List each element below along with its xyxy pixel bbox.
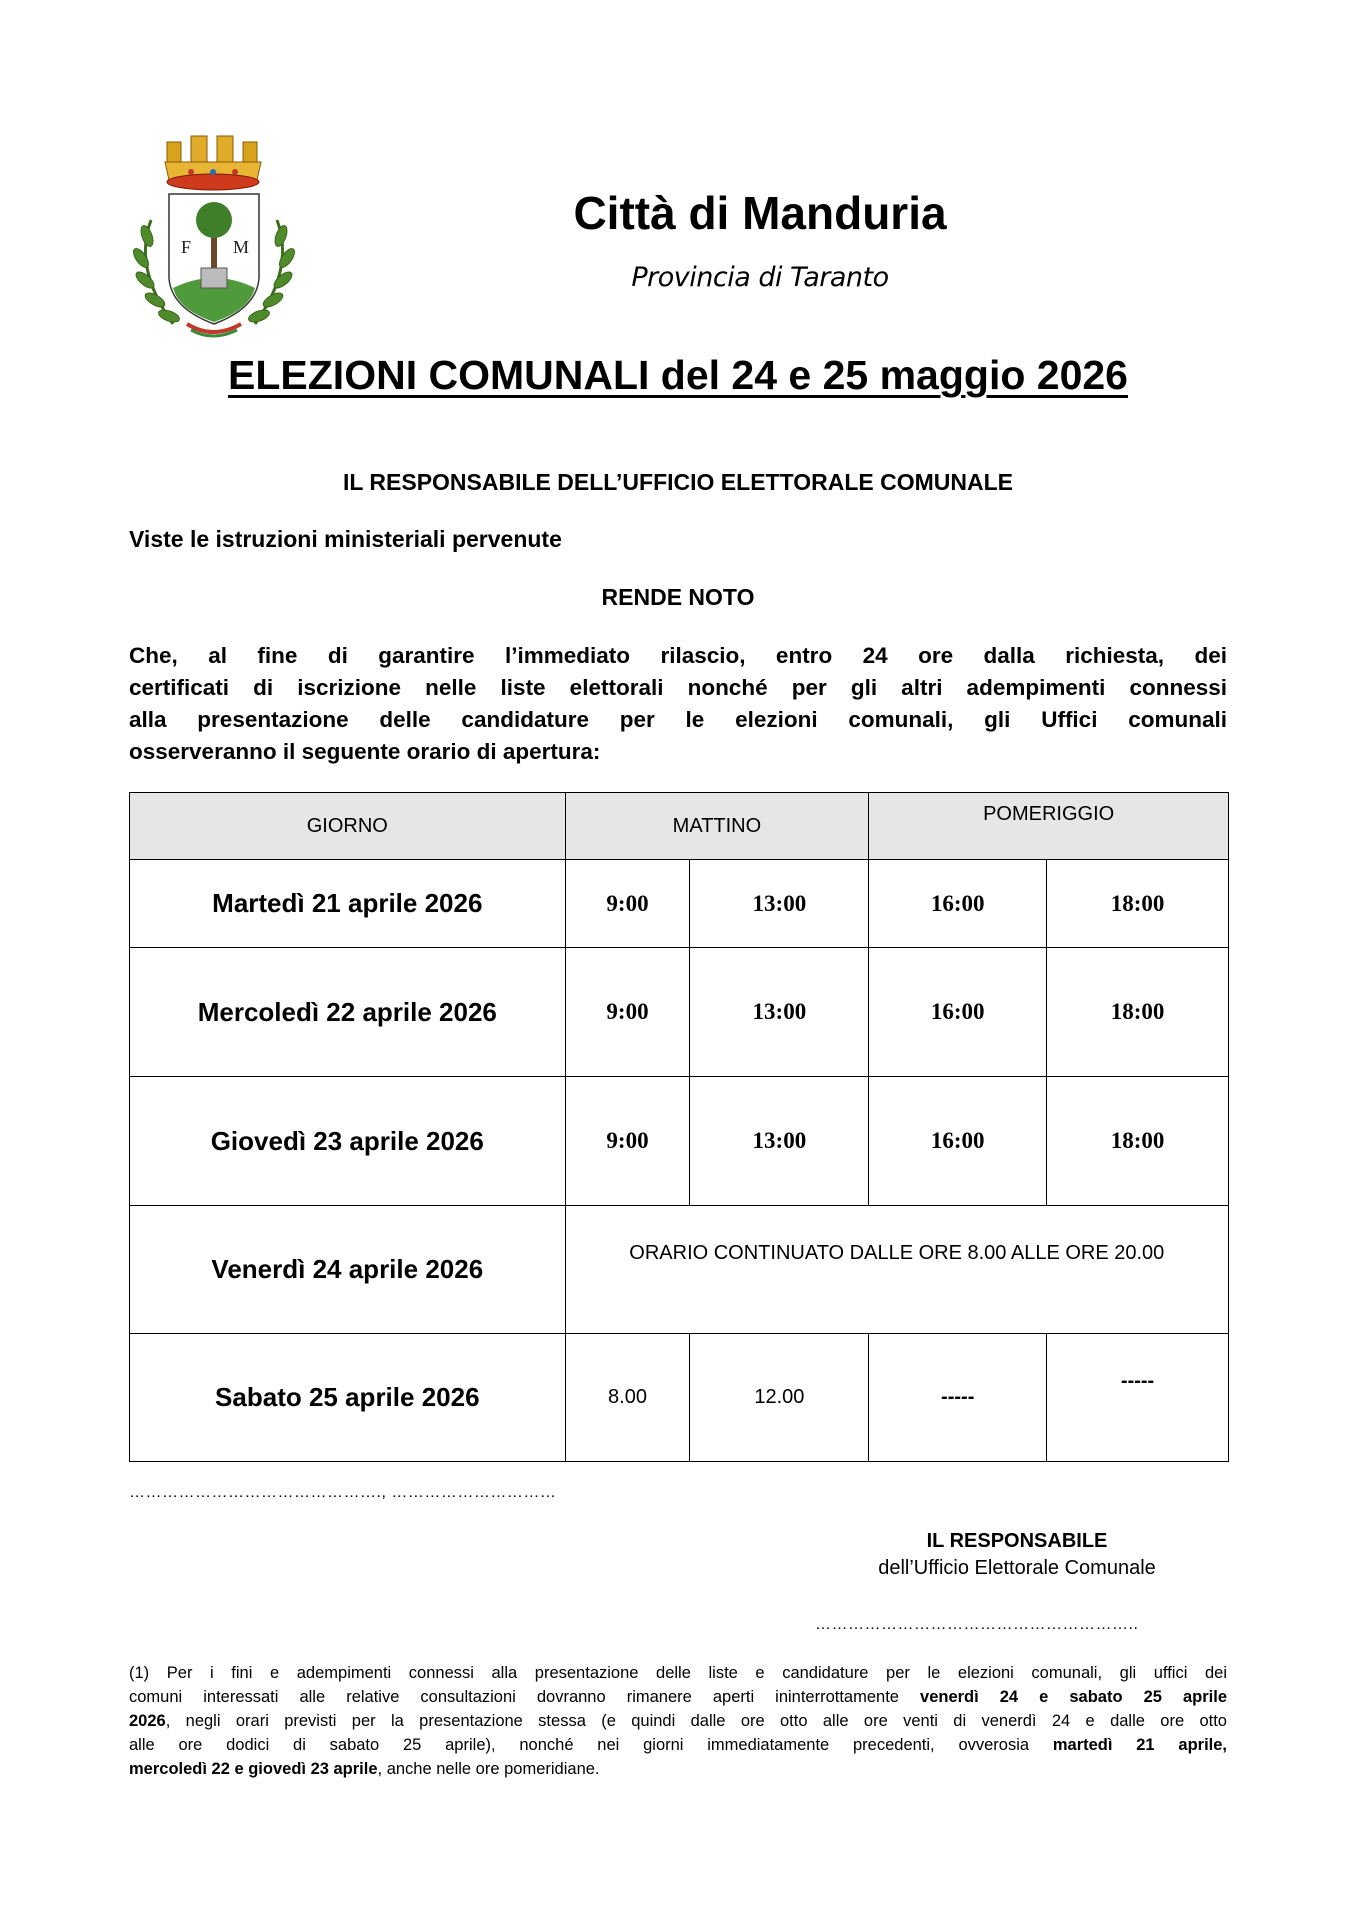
laurel-wreath-icon <box>133 219 295 325</box>
signature-office: dell’Ufficio Elettorale Comunale <box>878 1557 1156 1579</box>
footnote-line: (1) Per i fini e adempimenti connessi al… <box>129 1661 1227 1685</box>
footnote-line: alle ore dodici di sabato 25 aprile), no… <box>129 1733 1227 1757</box>
body-line: Che, al fine di garantire l’immediato ri… <box>129 643 1227 668</box>
page-title-text: ELEZIONI COMUNALI del 24 e 25 maggio 202… <box>228 352 1128 398</box>
body-line: alla presentazione delle candidature per… <box>129 707 1227 732</box>
body-line: certificati di iscrizione nelle liste el… <box>129 675 1227 700</box>
time-cell: 16:00 <box>868 1076 1048 1206</box>
time-cell: 13:00 <box>689 1076 870 1206</box>
header-afternoon: POMERIGGIO <box>868 792 1229 860</box>
day-cell: Sabato 25 aprile 2026 <box>129 1333 566 1462</box>
table-header-row: GIORNO MATTINO POMERIGGIO <box>129 792 1229 860</box>
footnote-text: comuni interessati alle relative consult… <box>129 1688 921 1706</box>
footnote: (1) Per i fini e adempimenti connessi al… <box>129 1661 1227 1781</box>
header-day: GIORNO <box>129 792 566 860</box>
time-cell: 18:00 <box>1046 947 1229 1077</box>
day-cell: Venerdì 24 aprile 2026 <box>129 1205 566 1334</box>
time-cell: 16:00 <box>868 947 1048 1077</box>
footnote-line: mercoledì 22 e giovedì 23 aprile, anche … <box>129 1757 1227 1781</box>
header-morning: MATTINO <box>564 792 870 860</box>
province-name: Provincia di Taranto <box>631 262 889 293</box>
day-cell: Giovedì 23 aprile 2026 <box>129 1076 566 1206</box>
time-cell: 9:00 <box>564 1076 691 1206</box>
time-cell: 12.00 <box>689 1333 870 1462</box>
svg-text:M: M <box>233 237 249 257</box>
time-cell: 13:00 <box>689 859 870 948</box>
table-row: Mercoledì 22 aprile 2026 9:00 13:00 16:0… <box>129 947 1229 1077</box>
footnote-text: , negli orari previsti per la presentazi… <box>165 1712 1227 1730</box>
body-line: osserveranno il seguente orario di apert… <box>129 739 601 764</box>
footnote-text: venerdì 24 e sabato 25 aprile <box>920 1688 1227 1706</box>
place-date-line: ………………………………………., ………………………… <box>129 1484 557 1501</box>
table-row: Giovedì 23 aprile 2026 9:00 13:00 16:00 … <box>129 1076 1229 1206</box>
time-cell: 8.00 <box>564 1333 691 1462</box>
footnote-text: alle ore dodici di sabato 25 aprile), no… <box>129 1736 1053 1754</box>
announce-heading: RENDE NOTO <box>601 584 755 610</box>
table-row: Martedì 21 aprile 2026 9:00 13:00 16:00 … <box>129 859 1229 948</box>
footnote-text: 2026 <box>129 1712 166 1730</box>
preamble: Viste le istruzioni ministeriali pervenu… <box>129 526 562 552</box>
crown-icon <box>164 135 262 191</box>
schedule-table: GIORNO MATTINO POMERIGGIO Martedì 21 apr… <box>129 792 1230 1462</box>
empty-time-cell: ----- <box>1046 1333 1229 1462</box>
day-cell: Mercoledì 22 aprile 2026 <box>129 947 566 1077</box>
time-cell: 18:00 <box>1046 859 1229 948</box>
footnote-line: 2026, negli orari previsti per la presen… <box>129 1709 1227 1733</box>
signature-title: IL RESPONSABILE <box>926 1530 1108 1552</box>
footnote-text: , anche nelle ore pomeridiane. <box>377 1760 600 1778</box>
time-cell: 18:00 <box>1046 1076 1229 1206</box>
time-cell: 16:00 <box>868 859 1048 948</box>
footnote-text: (1) Per i fini e adempimenti connessi al… <box>129 1664 1227 1682</box>
signature-line: ………………………………………………….. <box>815 1616 1139 1633</box>
body-paragraph: Che, al fine di garantire l’immediato ri… <box>129 640 1227 768</box>
footnote-line: comuni interessati alle relative consult… <box>129 1685 1227 1709</box>
time-cell: 9:00 <box>564 859 691 948</box>
footnote-text: mercoledì 22 e giovedì 23 aprile <box>129 1760 378 1778</box>
day-cell: Martedì 21 aprile 2026 <box>129 859 566 948</box>
empty-time-cell: ----- <box>868 1333 1048 1462</box>
continuous-hours-note: ORARIO CONTINUATO DALLE ORE 8.00 ALLE OR… <box>564 1205 1230 1334</box>
table-row: Sabato 25 aprile 2026 8.00 12.00 ----- -… <box>129 1333 1229 1462</box>
table-row: Venerdì 24 aprile 2026 ORARIO CONTINUATO… <box>129 1205 1230 1334</box>
city-name: Città di Manduria <box>573 187 947 239</box>
time-cell: 13:00 <box>689 947 870 1077</box>
footnote-text: martedì 21 aprile, <box>1052 1736 1228 1754</box>
issuer-heading: IL RESPONSABILE DELL’UFFICIO ELETTORALE … <box>342 469 1013 495</box>
time-cell: 9:00 <box>564 947 691 1077</box>
page-title: ELEZIONI COMUNALI del 24 e 25 maggio 202… <box>129 352 1227 399</box>
svg-text:F: F <box>181 237 191 257</box>
city-coat-of-arms-logo: F M <box>129 128 299 346</box>
